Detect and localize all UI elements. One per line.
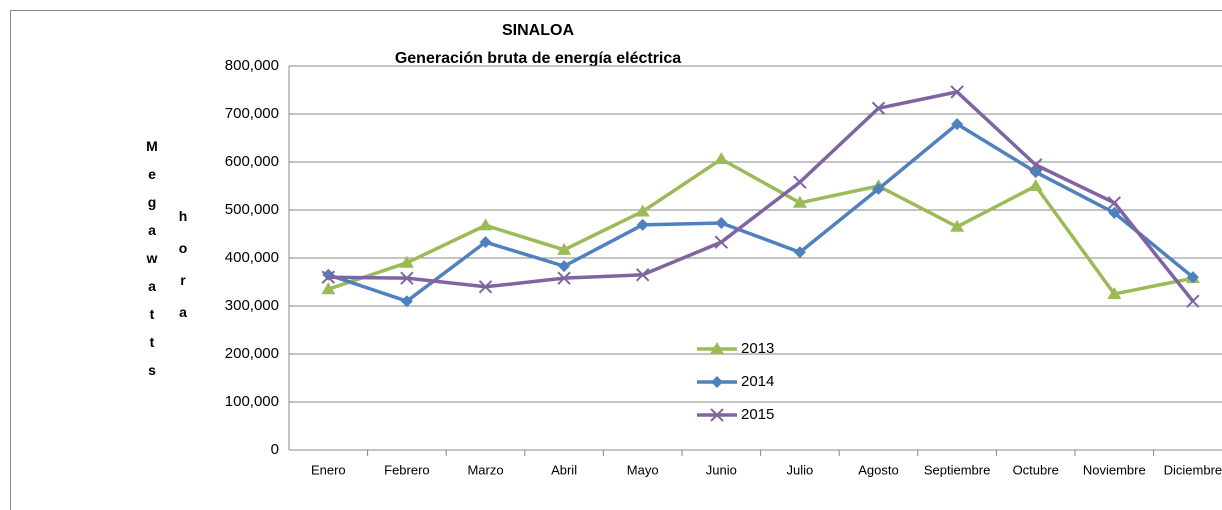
series-line	[327, 157, 1194, 296]
y-tick-label: 100,000	[225, 393, 279, 410]
legend-label: 2013	[741, 340, 774, 357]
x-tick-label: Junio	[706, 462, 737, 477]
marker	[557, 271, 571, 285]
series-line	[328, 90, 1195, 303]
x-tick-label: Octubre	[1013, 462, 1059, 477]
x-tick-label: Febrero	[384, 462, 430, 477]
marker	[321, 270, 336, 284]
marker	[792, 195, 807, 208]
y-axis-label: Megawatts	[144, 138, 160, 390]
marker	[951, 118, 964, 131]
y-tick-label: 0	[271, 441, 279, 458]
y-tick-label: 300,000	[225, 297, 279, 314]
marker	[1108, 206, 1121, 219]
y-tick-label: 700,000	[225, 105, 279, 122]
marker	[1107, 287, 1122, 299]
marker	[714, 235, 729, 249]
marker	[710, 342, 724, 354]
marker	[478, 280, 493, 294]
marker	[872, 182, 885, 195]
y-tick-label: 600,000	[225, 153, 279, 170]
marker	[1186, 271, 1199, 284]
marker	[400, 295, 413, 308]
y-tick-label: 800,000	[225, 57, 279, 74]
x-tick-label: Septiembre	[924, 462, 990, 477]
y-tick-label: 500,000	[225, 201, 279, 218]
x-tick-label: Marzo	[467, 462, 503, 477]
chart-title: SINALOA	[502, 22, 574, 39]
y-axis-label: hora	[175, 208, 191, 336]
marker	[558, 260, 571, 273]
y-tick-label: 400,000	[225, 249, 279, 266]
chart-frame	[10, 10, 1222, 510]
series-line	[327, 121, 1195, 304]
marker	[1028, 179, 1043, 191]
x-tick-label: Abril	[551, 462, 577, 477]
marker	[710, 408, 724, 422]
marker	[400, 271, 414, 285]
x-tick-label: Julio	[787, 462, 814, 477]
marker	[1028, 158, 1043, 172]
x-tick-label: Noviembre	[1083, 462, 1146, 477]
marker	[715, 216, 728, 229]
marker	[1186, 294, 1200, 308]
legend-label: 2015	[741, 406, 774, 423]
marker	[557, 242, 572, 255]
marker	[711, 376, 723, 388]
marker	[871, 101, 886, 115]
chart-subtitle: Generación bruta de energía eléctrica	[395, 50, 681, 67]
marker	[1107, 196, 1122, 210]
marker	[635, 268, 650, 282]
marker	[950, 219, 965, 232]
marker	[635, 204, 650, 217]
marker	[478, 218, 493, 231]
marker	[793, 175, 807, 189]
legend-label: 2014	[741, 373, 774, 390]
marker	[479, 236, 492, 249]
marker	[636, 218, 649, 231]
marker	[950, 85, 964, 99]
marker	[399, 255, 414, 268]
x-tick-label: Mayo	[627, 462, 659, 477]
y-tick-label: 200,000	[225, 345, 279, 362]
marker	[321, 282, 336, 295]
x-tick-label: Enero	[311, 462, 346, 477]
x-tick-label: Diciembre	[1164, 462, 1222, 477]
x-tick-label: Agosto	[858, 462, 898, 477]
marker	[714, 152, 729, 165]
marker	[793, 246, 806, 259]
